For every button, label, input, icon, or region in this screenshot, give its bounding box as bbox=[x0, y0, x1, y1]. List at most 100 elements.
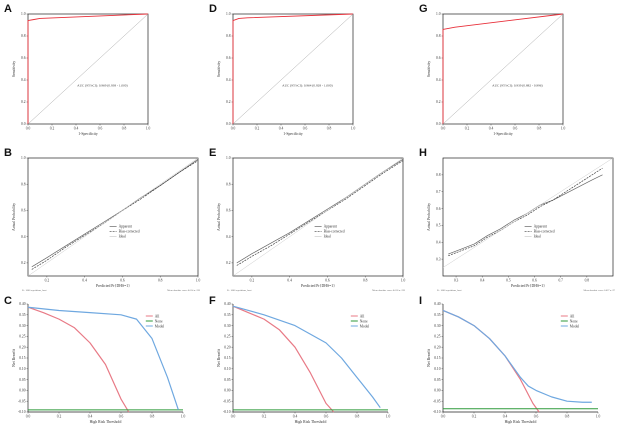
legend-label: Ideal bbox=[324, 235, 331, 239]
panel-letter-c: C bbox=[4, 295, 12, 307]
y-tick-label: 0.30 bbox=[434, 324, 440, 328]
x-tick-label: 0.8 bbox=[327, 127, 332, 131]
y-tick-label: 0.2 bbox=[226, 261, 231, 265]
footer-right-note: Mean absolute error=0.027 n=97 bbox=[583, 289, 615, 292]
auc-annotation: AUC (95%CI): 0.964 (0.928 - 1.000) bbox=[282, 84, 332, 88]
x-tick-label: 0.2 bbox=[45, 279, 50, 283]
x-tick-label: 1.0 bbox=[181, 415, 186, 419]
x-tick-label: 0.8 bbox=[363, 279, 368, 283]
x-tick-label: 0.0 bbox=[231, 127, 236, 131]
y-tick-label: 0.4 bbox=[226, 235, 231, 239]
x-tick-label: 0.4 bbox=[480, 279, 485, 283]
x-tick-label: 0.4 bbox=[88, 415, 93, 419]
series-reference-line bbox=[27, 13, 149, 125]
x-tick-label: 0.2 bbox=[255, 127, 260, 131]
x-tick-label: 0.7 bbox=[558, 279, 563, 283]
plot-frame bbox=[232, 157, 404, 277]
y-tick-label: 0.30 bbox=[224, 324, 230, 328]
x-axis-title: High Risk Threshold bbox=[505, 420, 537, 424]
y-tick-label: 0.0 bbox=[226, 122, 231, 126]
y-tick-label: 0.6 bbox=[226, 209, 231, 213]
footer-right-note: Mean absolute error=0.014 n=196 bbox=[167, 289, 201, 292]
x-tick-label: 1.0 bbox=[596, 415, 601, 419]
y-axis-title: Net Benefit bbox=[427, 348, 431, 367]
legend-label: Model bbox=[570, 324, 579, 328]
legend-label: Apparent bbox=[534, 225, 547, 229]
legend-label: Model bbox=[155, 324, 164, 328]
y-tick-label: 0.10 bbox=[224, 367, 230, 371]
y-axis-title: Actual Probability bbox=[217, 203, 221, 231]
x-axis-title: High Risk Threshold bbox=[295, 420, 327, 424]
y-tick-label: 0.6 bbox=[21, 209, 26, 213]
y-tick-label: 0.8 bbox=[226, 182, 231, 186]
series-model-line bbox=[232, 305, 381, 409]
series-roc-line bbox=[27, 13, 149, 124]
y-tick-label: 0.3 bbox=[436, 257, 441, 261]
x-tick-label: 0.8 bbox=[122, 127, 127, 131]
x-axis-title: 1-Specificity bbox=[78, 132, 98, 136]
x-tick-label: 0.2 bbox=[465, 127, 470, 131]
x-tick-label: 0.6 bbox=[532, 279, 537, 283]
legend-label: Bias-corrected bbox=[119, 230, 140, 234]
y-axis-title: Net Benefit bbox=[217, 348, 221, 367]
y-tick-label: 0.20 bbox=[19, 345, 25, 349]
y-tick-label: 0.2 bbox=[21, 100, 26, 104]
y-tick-label: 0.25 bbox=[434, 335, 440, 339]
x-tick-label: 0.8 bbox=[585, 279, 590, 283]
x-tick-label: 0.8 bbox=[537, 127, 542, 131]
panel-letter-i: I bbox=[419, 295, 422, 307]
panel-letter-h: H bbox=[419, 147, 427, 159]
footer-left-note: B= 1000 repetitions, boot bbox=[227, 289, 252, 292]
y-tick-label: 0.30 bbox=[19, 324, 25, 328]
x-axis-title: Predicted Pr{DHS=1} bbox=[96, 284, 130, 288]
x-tick-label: 0.6 bbox=[534, 415, 539, 419]
x-tick-label: 1.0 bbox=[561, 127, 566, 131]
y-tick-label: 0.15 bbox=[19, 356, 25, 360]
y-tick-label: 0.05 bbox=[224, 378, 230, 382]
series-model-line bbox=[442, 309, 592, 403]
legend-label: Bias-corrected bbox=[324, 230, 345, 234]
y-tick-label: 0.8 bbox=[21, 34, 26, 38]
y-tick-label: 0.2 bbox=[226, 100, 231, 104]
y-tick-label: 0.00 bbox=[224, 389, 230, 393]
x-tick-label: 0.4 bbox=[503, 415, 508, 419]
x-axis-title: 1-Specificity bbox=[493, 132, 513, 136]
y-tick-label: 0.4 bbox=[436, 78, 441, 82]
footer-left-note: B= 1000 repetitions, boot bbox=[437, 289, 462, 292]
legend-label: Ideal bbox=[534, 235, 541, 239]
panel-letter-b: B bbox=[4, 147, 12, 159]
x-tick-label: 0.0 bbox=[231, 415, 236, 419]
x-tick-label: 0.6 bbox=[120, 279, 125, 283]
y-tick-label: 0.0 bbox=[436, 122, 441, 126]
panel-b: B 0.2 0.4 0.6 0.8 1.0 0.2 0.4 0.6 0.8 1.0 Predicted… bbox=[4, 147, 201, 292]
series-all-line bbox=[232, 305, 335, 413]
footer-right-note: Mean absolute error=0.018 n=196 bbox=[372, 289, 406, 292]
y-tick-label: 0.40 bbox=[19, 302, 25, 306]
y-axis-title: Actual Probability bbox=[12, 203, 16, 231]
legend-label: Bias-corrected bbox=[534, 230, 555, 234]
panel-letter-g: G bbox=[419, 3, 428, 15]
y-tick-label: 0.40 bbox=[434, 302, 440, 306]
x-tick-label: 0.6 bbox=[119, 415, 124, 419]
y-tick-label: 0.00 bbox=[434, 389, 440, 393]
auc-annotation: AUC (95%CI): 0.969 (0.938 - 1.000) bbox=[77, 84, 127, 88]
y-tick-label: 1.0 bbox=[21, 156, 26, 160]
y-tick-label: -0.10 bbox=[18, 410, 26, 414]
footer-left-note: B= 1000 repetitions, boot bbox=[22, 289, 47, 292]
x-tick-label: 0.2 bbox=[50, 127, 55, 131]
series-roc-line bbox=[232, 13, 354, 124]
y-axis-title: Sensitivity bbox=[217, 61, 221, 77]
y-tick-label: 1.0 bbox=[436, 12, 441, 16]
x-tick-label: 0.2 bbox=[250, 279, 255, 283]
series-reference-line bbox=[442, 13, 564, 125]
legend-label: Apparent bbox=[324, 225, 337, 229]
y-tick-label: 0.00 bbox=[19, 389, 25, 393]
x-tick-label: 0.4 bbox=[74, 127, 79, 131]
series-reference-line bbox=[232, 13, 354, 125]
